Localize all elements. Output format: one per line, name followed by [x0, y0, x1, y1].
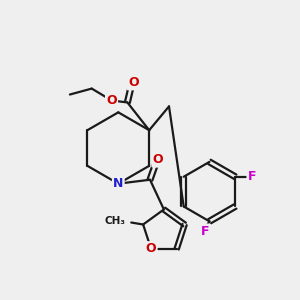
Text: N: N — [113, 177, 124, 190]
Text: CH₃: CH₃ — [104, 215, 125, 226]
Text: O: O — [153, 153, 163, 167]
Text: F: F — [248, 170, 256, 183]
Text: O: O — [128, 76, 139, 89]
Text: O: O — [146, 242, 156, 255]
Text: O: O — [106, 94, 117, 107]
Text: F: F — [201, 225, 210, 238]
